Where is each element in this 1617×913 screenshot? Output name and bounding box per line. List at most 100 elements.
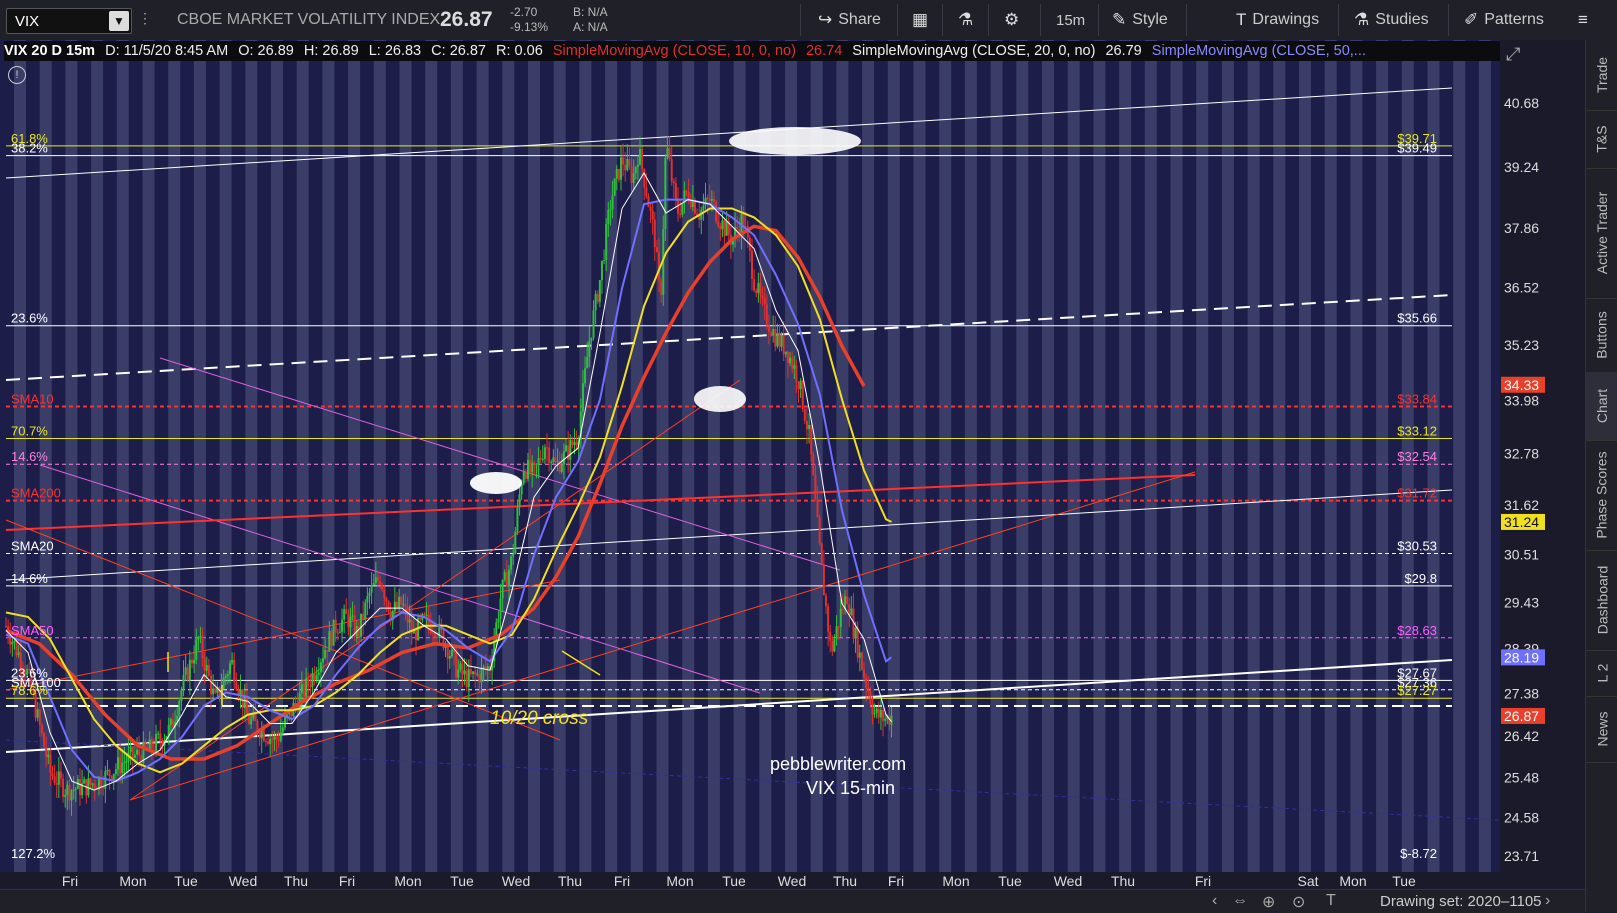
price-tick-label: 33.98 bbox=[1504, 392, 1539, 408]
level-left-label: 14.6% bbox=[11, 571, 48, 586]
candle-body bbox=[715, 201, 718, 222]
session-stripe bbox=[528, 40, 540, 872]
trend-line bbox=[5, 739, 1501, 821]
candle-body bbox=[541, 458, 544, 460]
session-stripe bbox=[785, 40, 797, 872]
sma50-label[interactable]: SimpleMovingAvg (CLOSE, 50,... bbox=[1151, 43, 1366, 59]
sma10-label[interactable]: SimpleMovingAvg (CLOSE, 10, 0, no) bbox=[552, 43, 796, 59]
candle-body bbox=[188, 659, 191, 681]
price-axis-labels: 40.68 39.24 37.86 36.52 35.23 33.98 32.78 31.62… bbox=[1504, 95, 1539, 864]
candle-body bbox=[74, 788, 77, 790]
sidebar-tab-trade[interactable]: Trade bbox=[1586, 40, 1617, 111]
crosshair-icon[interactable]: ⊕ bbox=[1262, 894, 1276, 911]
candle-body bbox=[357, 626, 360, 637]
share-button[interactable]: ↪ Share bbox=[818, 9, 881, 31]
expand-icon[interactable]: ⤢ bbox=[1506, 44, 1521, 64]
chevron-down-icon[interactable]: ▼ bbox=[109, 11, 129, 31]
session-stripe bbox=[733, 40, 746, 872]
toolbar-divider bbox=[1448, 4, 1449, 36]
candle-body bbox=[717, 221, 720, 227]
candle-body bbox=[207, 664, 210, 676]
sidebar-tab-buttons[interactable]: Buttons bbox=[1586, 298, 1617, 373]
level-right-label: $30.53 bbox=[1397, 538, 1437, 553]
candle-body bbox=[15, 641, 18, 656]
candle-body bbox=[271, 738, 274, 740]
candle-body bbox=[38, 709, 41, 725]
candle-body bbox=[423, 614, 426, 616]
zoom-icon[interactable]: ⇔ bbox=[1232, 892, 1248, 909]
candle-body bbox=[803, 409, 806, 421]
studies-button[interactable]: ⚗ Studies bbox=[1354, 9, 1429, 31]
day-label: Tue bbox=[450, 873, 474, 889]
timeframe-button[interactable]: 15m bbox=[1056, 9, 1085, 31]
price-badge-label: 26.87 bbox=[1504, 708, 1539, 724]
candle-body bbox=[159, 733, 162, 741]
candle-body bbox=[850, 608, 853, 615]
candle-body bbox=[248, 713, 251, 725]
candle-body bbox=[586, 356, 589, 369]
sidebar-tab-active-trader[interactable]: Active Trader bbox=[1586, 168, 1617, 299]
price-chart[interactable]: 40.68 39.24 37.86 36.52 35.23 33.98 32.78 31.62… bbox=[0, 40, 1585, 889]
sidebar-tab-label: Phase Scores bbox=[1594, 451, 1611, 539]
toolbar-divider bbox=[800, 4, 801, 36]
session-stripe bbox=[810, 40, 823, 872]
session-stripe bbox=[296, 40, 309, 872]
menu-handle-icon[interactable]: ⋮ bbox=[138, 10, 152, 26]
candle-body bbox=[856, 627, 859, 658]
style-button[interactable]: ✎ Style bbox=[1112, 9, 1168, 31]
candle-body bbox=[83, 779, 86, 784]
candle-body bbox=[698, 215, 701, 220]
candle-body bbox=[634, 166, 637, 174]
scroll-left-icon[interactable]: ‹ bbox=[1212, 892, 1218, 909]
level-right-label: $33.84 bbox=[1397, 392, 1437, 407]
candle-body bbox=[89, 778, 92, 785]
patterns-button[interactable]: ✐ Patterns bbox=[1464, 9, 1544, 31]
candle-body bbox=[848, 604, 851, 615]
sidebar-tab-phase-scores[interactable]: Phase Scores bbox=[1586, 440, 1617, 551]
sidebar-tab-news[interactable]: News bbox=[1586, 696, 1617, 763]
candle-body bbox=[679, 213, 682, 215]
layout-button[interactable]: ▦ bbox=[912, 9, 928, 31]
price-tick-label: 31.62 bbox=[1504, 497, 1539, 513]
candle-body bbox=[376, 577, 379, 581]
more-menu-button[interactable]: ≡ bbox=[1578, 9, 1588, 31]
candle-body bbox=[810, 424, 813, 455]
candle-body bbox=[486, 666, 489, 670]
sidebar-tab-l2[interactable]: L 2 bbox=[1586, 650, 1617, 697]
sidebar-tab-ts[interactable]: T&S bbox=[1586, 110, 1617, 169]
flask-button[interactable]: ⚗ bbox=[958, 9, 973, 31]
drawings-button[interactable]: T Drawings bbox=[1236, 9, 1319, 31]
candle-body bbox=[218, 687, 221, 697]
candle-body bbox=[742, 213, 745, 227]
drawing-set-label[interactable]: Drawing set: 2020–1105 bbox=[1380, 893, 1542, 910]
level-right-label: $39.71 bbox=[1397, 131, 1437, 146]
candle-body bbox=[442, 630, 445, 648]
level-right-label: $27.67 bbox=[1397, 665, 1437, 680]
candle-body bbox=[453, 649, 456, 653]
settings-button[interactable]: ⚙ bbox=[1004, 9, 1019, 31]
scroll-right-icon[interactable]: › bbox=[1545, 892, 1551, 909]
candle-body bbox=[328, 631, 331, 652]
candle-body bbox=[514, 531, 517, 554]
day-label: Tue bbox=[1392, 873, 1416, 889]
candle-body bbox=[182, 674, 185, 691]
magnify-icon[interactable]: ⊙ bbox=[1292, 894, 1306, 911]
candle-body bbox=[791, 357, 794, 369]
candle-body bbox=[283, 717, 286, 728]
sidebar-tab-chart[interactable]: Chart bbox=[1586, 372, 1617, 441]
candle-body bbox=[630, 166, 633, 183]
info-icon[interactable]: ! bbox=[8, 66, 26, 84]
candle-body bbox=[389, 611, 392, 621]
symbol-input[interactable]: VIX ▼ bbox=[6, 8, 132, 34]
session-stripe bbox=[682, 40, 695, 872]
candle-body bbox=[681, 202, 684, 215]
candle-body bbox=[469, 669, 472, 674]
sidebar-tab-dashboard[interactable]: Dashboard bbox=[1586, 550, 1617, 651]
sma20-label[interactable]: SimpleMovingAvg (CLOSE, 20, 0, no) bbox=[852, 43, 1096, 59]
candle-body bbox=[402, 604, 405, 606]
drawing-tool-icon[interactable]: T bbox=[1326, 892, 1336, 909]
candle-body bbox=[558, 461, 561, 472]
session-stripe bbox=[1170, 40, 1183, 872]
candle-body bbox=[161, 740, 164, 746]
candle-body bbox=[62, 778, 65, 797]
